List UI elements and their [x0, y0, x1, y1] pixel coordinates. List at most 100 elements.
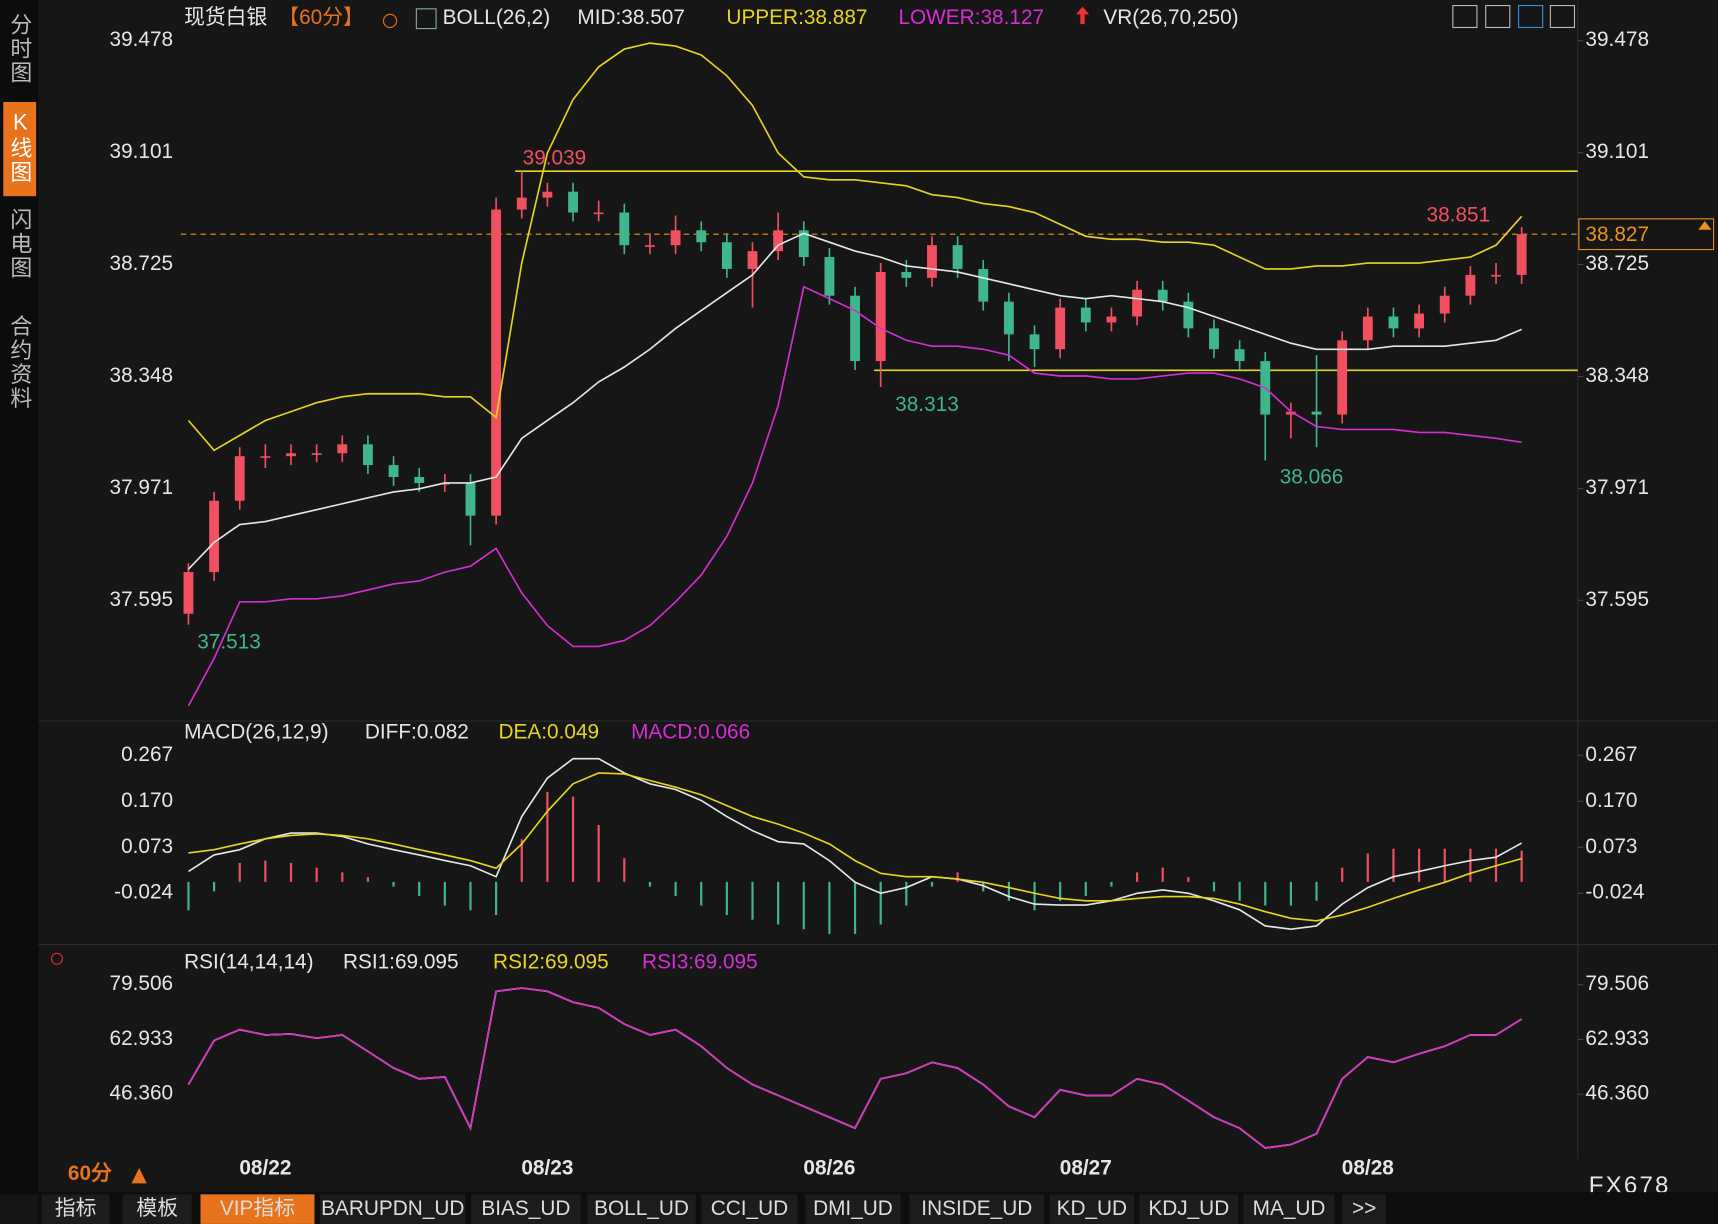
settings-icon[interactable]: [50, 952, 64, 965]
candle-body: [619, 212, 630, 246]
legend-entry: RSI1:69.095: [343, 951, 459, 974]
y-tick-label: -0.024: [114, 881, 173, 904]
tab-bg[interactable]: [1342, 1194, 1387, 1224]
tab[interactable]: VIP指标: [220, 1197, 295, 1220]
high-label: 38.851: [1427, 203, 1491, 226]
y-tick-label: 62.933: [1585, 1027, 1649, 1050]
tabs: 指标 模板 VIP指标 BARUPDN_UD BIAS_UD BOLL_UD CCI_UD D…: [41, 1194, 1387, 1224]
tab-bg[interactable]: [701, 1194, 798, 1224]
tab-bg[interactable]: [909, 1194, 1045, 1224]
sidebar-tab[interactable]: 闪电图: [8, 208, 33, 280]
low-label: 38.313: [895, 393, 959, 416]
high-label: 39.039: [523, 146, 587, 169]
tab[interactable]: CCI_UD: [711, 1197, 788, 1220]
period-arrow[interactable]: [131, 1168, 147, 1184]
candle-body: [670, 230, 681, 246]
candle-body: [1055, 307, 1066, 350]
candle-body: [1388, 316, 1399, 329]
y-tick-label: 39.478: [110, 28, 174, 51]
candle-body: [1029, 334, 1040, 350]
x-tick-label: 08/26: [803, 1157, 855, 1180]
y-tick-label: 0.170: [1585, 789, 1637, 812]
tab[interactable]: BOLL_UD: [594, 1197, 689, 1220]
candle-body: [388, 465, 399, 478]
tab-bg[interactable]: [1139, 1194, 1239, 1224]
x-tick-label: 08/22: [239, 1157, 291, 1180]
legend-entry: MID:38.507: [577, 6, 685, 29]
boll-line: [187, 42, 1523, 452]
tab[interactable]: DMI_UD: [813, 1197, 893, 1220]
candle-body: [465, 482, 476, 516]
indicator-icon: [415, 8, 437, 30]
tab-bg[interactable]: [122, 1194, 192, 1224]
y-tick-label: 46.360: [110, 1082, 174, 1105]
sidebar-tab[interactable]: K线图: [8, 110, 33, 185]
y-tick-label: 38.725: [110, 252, 174, 275]
candle-body: [721, 242, 732, 269]
y-tick-label: 0.267: [121, 743, 173, 766]
y-tick-label: 0.170: [121, 789, 173, 812]
candle-body: [1465, 274, 1476, 296]
tab[interactable]: 指标: [55, 1197, 97, 1220]
tab-bg[interactable]: [1049, 1194, 1135, 1224]
y-tick-label: 0.267: [1585, 743, 1637, 766]
low-label: 38.066: [1280, 465, 1344, 488]
sidebar: [0, 0, 39, 1195]
tab[interactable]: INSIDE_UD: [921, 1197, 1032, 1220]
tab[interactable]: >>: [1352, 1197, 1376, 1220]
tab-bg[interactable]: [319, 1194, 466, 1224]
tab-bg[interactable]: [805, 1194, 901, 1224]
candle-body: [593, 212, 604, 215]
tab-bg[interactable]: [41, 1194, 110, 1224]
legend-entry: LOWER:38.127: [898, 6, 1044, 29]
tab[interactable]: BIAS_UD: [481, 1197, 570, 1220]
indicator-extra: VR(26,70,250): [1103, 6, 1238, 29]
panel-title: MACD(26,12,9): [184, 721, 328, 744]
indicator-line: [188, 757, 1523, 931]
tab-bg[interactable]: [200, 1194, 315, 1224]
candle-body: [183, 572, 194, 614]
legend-entry: UPPER:38.887: [726, 6, 867, 29]
low-label: 37.513: [197, 631, 261, 654]
y-tick-label: 38.725: [1585, 252, 1649, 275]
candle-body: [516, 197, 527, 210]
y-tick-label: 39.101: [110, 140, 174, 163]
tab[interactable]: MA_UD: [1253, 1197, 1326, 1220]
legend-entry: DIFF:0.082: [365, 721, 469, 744]
candle-body: [337, 444, 348, 454]
price-tag-label: 38.827: [1585, 223, 1649, 246]
y-tick-label: 46.360: [1585, 1082, 1649, 1105]
arrow-icon: [1075, 6, 1090, 25]
period-selector[interactable]: 60分: [68, 1162, 112, 1185]
boll-line: [187, 232, 1522, 570]
candle-body: [1285, 411, 1296, 415]
x-tick-label: 08/27: [1060, 1157, 1112, 1180]
candle-body: [1080, 307, 1091, 323]
x-tick-label: 08/28: [1342, 1157, 1394, 1180]
candle-body: [1337, 340, 1348, 415]
candle-body: [1183, 301, 1194, 329]
y-tick-label: 38.348: [1585, 364, 1649, 387]
legend-entry: DEA:0.049: [499, 721, 600, 744]
candle-body: [747, 251, 758, 269]
candle-body: [568, 191, 578, 213]
y-tick-label: 79.506: [110, 972, 174, 995]
tab-bg[interactable]: [587, 1194, 696, 1224]
sidebar-tab[interactable]: 分时图: [8, 13, 33, 85]
sidebar-tab[interactable]: 合约资料: [8, 315, 33, 411]
candle-body: [491, 209, 502, 516]
tab[interactable]: KDJ_UD: [1148, 1197, 1229, 1220]
add-icon[interactable]: [382, 13, 398, 29]
tab-bg[interactable]: [1243, 1194, 1335, 1224]
candle-body: [1234, 349, 1245, 362]
candle-body: [1491, 274, 1501, 277]
toolbar-icons[interactable]: [1452, 5, 1576, 29]
tab[interactable]: 模板: [136, 1197, 178, 1220]
y-tick-label: 37.595: [110, 588, 174, 611]
tab[interactable]: KD_UD: [1057, 1197, 1127, 1220]
candle-body: [1516, 234, 1527, 275]
tab[interactable]: BARUPDN_UD: [321, 1197, 464, 1220]
legend-entry: RSI3:69.095: [642, 951, 758, 974]
tab-bg[interactable]: [471, 1194, 581, 1224]
candle-body: [901, 271, 912, 278]
